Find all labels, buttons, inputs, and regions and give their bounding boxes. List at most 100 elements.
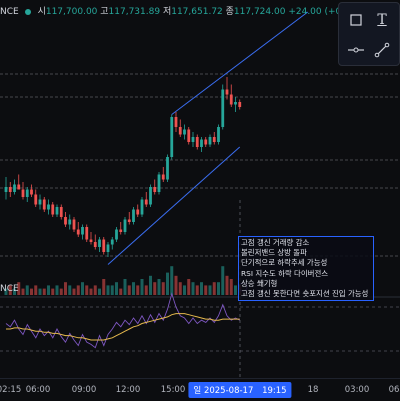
volume-bar xyxy=(106,285,110,295)
volume-bar xyxy=(89,288,93,295)
volume-bar xyxy=(72,288,76,295)
annotation-line: 볼린저밴드 상방 돌파 xyxy=(241,248,307,258)
symbol-label: NCE xyxy=(0,7,19,17)
candle-body xyxy=(4,187,8,192)
volume-bar xyxy=(136,285,140,295)
ohlc-header: NCE 시117,700.00 고117,731.89 저117,651.72 … xyxy=(0,4,344,17)
volume-bar xyxy=(55,285,59,295)
volume-bar xyxy=(4,288,8,295)
candle-body xyxy=(55,207,59,215)
candle-body xyxy=(68,219,72,225)
change-value: +24.00 (+0. xyxy=(288,7,345,17)
annotation-line: 상승 쐐기형 xyxy=(241,278,278,288)
candle-body xyxy=(212,137,216,142)
annotation-box[interactable]: 고점 갱신 거래량 감소 볼린저밴드 상방 돌파 단기적으로 하락추세 가능성 … xyxy=(238,236,374,302)
candle-body xyxy=(195,137,199,147)
volume-bar xyxy=(115,282,118,295)
volume-bar xyxy=(34,285,38,295)
candle-body xyxy=(187,129,191,142)
volume-bar xyxy=(8,285,12,295)
candle-body xyxy=(161,174,165,180)
candle-body xyxy=(149,187,152,205)
volume-bar xyxy=(221,266,225,295)
volume-bar xyxy=(81,282,84,295)
volume-bar xyxy=(183,285,186,295)
time-tick: 03:00 xyxy=(344,385,370,395)
low-value: 117,651.72 xyxy=(171,7,223,17)
candle-body xyxy=(183,129,186,135)
volume-bar xyxy=(217,282,220,295)
candle-body xyxy=(51,204,55,215)
candle-body xyxy=(153,187,157,192)
rsi-ma-line xyxy=(6,313,240,341)
candle-body xyxy=(106,244,110,252)
drawing-toolbar: T xyxy=(338,2,400,66)
volume-bar xyxy=(178,282,182,295)
crosshair-time-label: 일 2025-08-17 19:15 xyxy=(188,382,292,398)
candle-body xyxy=(157,174,161,192)
high-label: 고 xyxy=(100,7,109,17)
text-tool-glyph: T xyxy=(377,12,387,28)
volume-bar xyxy=(21,288,25,295)
candle-body xyxy=(59,207,63,217)
volume-bar xyxy=(234,285,237,295)
volume-bar xyxy=(187,279,191,295)
candle-body xyxy=(174,117,178,127)
candle-body xyxy=(76,229,80,235)
volume-bar xyxy=(47,285,50,295)
volume-bar xyxy=(42,288,46,295)
candle-body xyxy=(132,209,135,222)
candle-body xyxy=(64,217,67,225)
candle-body xyxy=(72,219,76,230)
high-value: 117,731.89 xyxy=(108,7,161,17)
crosshair-weekday: 일 xyxy=(193,386,202,396)
volume-bar xyxy=(93,285,97,295)
trendline-tool-icon[interactable] xyxy=(371,39,393,61)
volume-bar xyxy=(51,288,55,295)
candle-body xyxy=(98,239,101,247)
candle-body xyxy=(204,139,208,145)
open-value: 117,700.00 xyxy=(45,7,98,17)
candle-body xyxy=(229,94,233,105)
volume-bar xyxy=(132,282,135,295)
volume-bar xyxy=(157,279,161,295)
annotation-line: 고점 갱신 못한다면 숏포지션 진입 가능성 xyxy=(241,289,369,299)
time-axis[interactable]: 02:15 06:00 09:00 12:00 15:00 18 03:00 0… xyxy=(0,378,400,401)
line-tool-icon[interactable] xyxy=(345,39,367,61)
crosshair-date: 2025-08-17 xyxy=(203,386,254,396)
candle-body xyxy=(21,189,25,197)
candle-body xyxy=(221,89,225,127)
candle-body xyxy=(89,239,93,242)
volume-bar xyxy=(208,285,212,295)
volume-bar xyxy=(174,275,178,295)
candle-body xyxy=(191,137,195,142)
low-label: 저 xyxy=(162,7,172,17)
volume-bar xyxy=(17,282,21,295)
volume-bar xyxy=(204,285,208,295)
volume-bar xyxy=(144,285,148,295)
candle-body xyxy=(8,187,12,192)
text-tool-icon[interactable]: T xyxy=(371,9,393,31)
volume-bar xyxy=(85,285,89,295)
rectangle-tool-icon[interactable] xyxy=(345,9,367,31)
time-tick: 18 xyxy=(307,385,319,395)
wedge-upper-line xyxy=(171,11,309,115)
volume-bar xyxy=(229,279,233,295)
market-status-dot xyxy=(24,8,31,15)
rsi-line xyxy=(5,292,241,349)
candle-body xyxy=(93,242,97,247)
volume-bar xyxy=(166,272,169,295)
annotation-line: 단기적으로 하락추세 가능성 xyxy=(241,258,328,268)
volume-bar xyxy=(38,288,42,295)
time-tick: 09:00 xyxy=(71,385,97,395)
volume-bar xyxy=(127,285,131,295)
time-tick: 06 xyxy=(388,385,400,395)
annotation-line: 고점 갱신 거래량 감소 xyxy=(241,238,310,247)
volume-bar xyxy=(68,285,72,295)
candle-body xyxy=(200,139,203,147)
candle-body xyxy=(238,102,242,107)
candle-body xyxy=(30,189,33,195)
candle-body xyxy=(234,102,237,105)
candle-body xyxy=(127,219,131,222)
